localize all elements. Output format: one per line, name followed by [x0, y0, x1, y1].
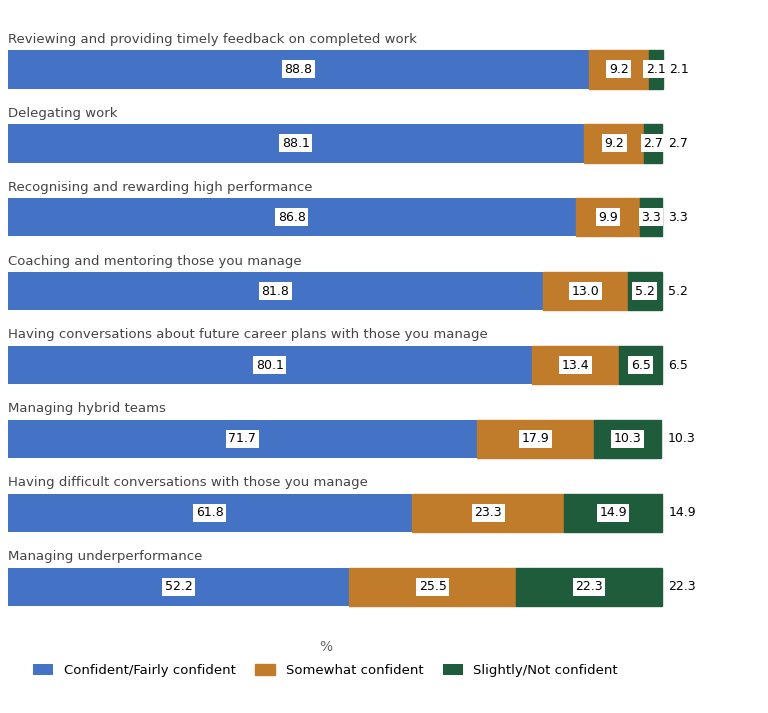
Text: 5.2: 5.2 — [635, 284, 655, 297]
Bar — [349, 568, 516, 606]
Text: 6.5: 6.5 — [668, 359, 688, 371]
Text: 81.8: 81.8 — [261, 284, 290, 297]
Bar — [619, 346, 662, 384]
Text: 2.1: 2.1 — [646, 63, 666, 76]
Bar — [641, 198, 662, 237]
Text: 3.3: 3.3 — [668, 211, 688, 224]
Text: 10.3: 10.3 — [668, 433, 696, 446]
Text: Reviewing and providing timely feedback on completed work: Reviewing and providing timely feedback … — [8, 33, 416, 46]
Bar — [588, 50, 649, 88]
Text: 3.3: 3.3 — [641, 211, 661, 224]
Text: Delegating work: Delegating work — [8, 107, 118, 120]
Bar — [649, 50, 663, 88]
Text: Having conversations about future career plans with those you manage: Having conversations about future career… — [8, 329, 488, 342]
Text: 9.2: 9.2 — [609, 63, 628, 76]
Bar — [8, 493, 412, 532]
Text: 14.9: 14.9 — [599, 506, 627, 519]
Bar — [575, 198, 641, 237]
Text: 61.8: 61.8 — [196, 506, 223, 519]
Text: Managing underperformance: Managing underperformance — [8, 550, 202, 563]
Text: 17.9: 17.9 — [521, 433, 549, 446]
Text: 23.3: 23.3 — [475, 506, 502, 519]
Text: 25.5: 25.5 — [419, 580, 446, 593]
Text: 2.1: 2.1 — [669, 63, 689, 76]
Bar — [594, 420, 661, 458]
Text: 22.3: 22.3 — [575, 580, 603, 593]
Text: Having difficult conversations with those you manage: Having difficult conversations with thos… — [8, 476, 368, 489]
Text: 80.1: 80.1 — [256, 359, 283, 371]
Text: 22.3: 22.3 — [668, 580, 696, 593]
Text: 88.1: 88.1 — [282, 137, 310, 150]
Text: 5.2: 5.2 — [668, 284, 688, 297]
Text: 71.7: 71.7 — [228, 433, 257, 446]
Text: 88.8: 88.8 — [284, 63, 312, 76]
Text: Recognising and rewarding high performance: Recognising and rewarding high performan… — [8, 180, 312, 194]
Bar — [8, 50, 588, 88]
Bar — [8, 420, 477, 458]
Bar — [8, 272, 543, 310]
Bar — [584, 124, 644, 163]
Bar — [543, 272, 628, 310]
Text: 10.3: 10.3 — [614, 433, 641, 446]
Text: 86.8: 86.8 — [278, 211, 306, 224]
Text: 2.7: 2.7 — [643, 137, 663, 150]
Bar — [644, 124, 662, 163]
Text: 13.4: 13.4 — [561, 359, 589, 371]
Bar — [8, 124, 584, 163]
Bar — [8, 198, 575, 237]
Legend: Confident/Fairly confident, Somewhat confident, Slightly/Not confident: Confident/Fairly confident, Somewhat con… — [28, 658, 624, 682]
Bar — [516, 568, 662, 606]
Bar — [8, 346, 531, 384]
Text: 14.9: 14.9 — [668, 506, 696, 519]
Bar — [564, 493, 662, 532]
Text: 6.5: 6.5 — [631, 359, 650, 371]
Bar — [531, 346, 619, 384]
Text: 9.2: 9.2 — [604, 137, 624, 150]
Bar — [412, 493, 564, 532]
Text: 13.0: 13.0 — [571, 284, 599, 297]
Bar — [628, 272, 662, 310]
Bar — [477, 420, 594, 458]
Bar — [8, 568, 349, 606]
Text: 9.9: 9.9 — [598, 211, 617, 224]
Text: Managing hybrid teams: Managing hybrid teams — [8, 402, 166, 415]
Text: 2.7: 2.7 — [668, 137, 688, 150]
Text: Coaching and mentoring those you manage: Coaching and mentoring those you manage — [8, 255, 301, 267]
Text: 52.2: 52.2 — [164, 580, 192, 593]
Text: %: % — [319, 640, 333, 654]
